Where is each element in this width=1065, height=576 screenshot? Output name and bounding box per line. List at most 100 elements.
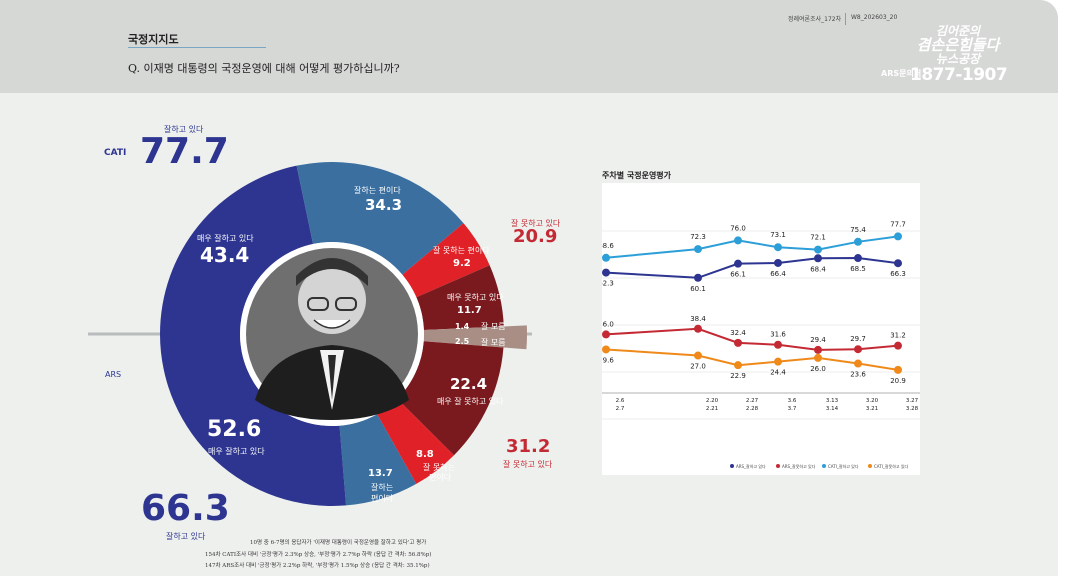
data-label: 22.9 — [730, 372, 746, 380]
seg-cati-strong-pos — [160, 165, 314, 334]
survey-label: 정례여론조사_172차 — [788, 16, 842, 23]
section-title: 국정지지도 — [128, 33, 179, 46]
seg-ars-unsure — [423, 334, 527, 350]
seg-cati-strong-neg-value: 11.7 — [457, 305, 482, 316]
data-label: 26.0 — [810, 365, 826, 373]
seg-ars-strong-pos — [160, 334, 347, 506]
x-tick-label: 3.13 — [826, 398, 839, 404]
seg-cati-mild-pos — [296, 162, 464, 275]
seg-ars-mild-pos-label-2: 편이다 — [371, 494, 394, 503]
section-rule — [128, 47, 266, 48]
data-label: 66.1 — [730, 271, 746, 279]
x-tick-label: 3.28 — [906, 406, 919, 412]
data-label: 68.5 — [850, 265, 866, 273]
question-text: Q. 이재명 대통령의 국정운영에 대해 어떻게 평가하십니까? — [128, 62, 400, 75]
seg-cati-mild-pos-value: 34.3 — [365, 196, 403, 214]
data-label: 68.6 — [602, 242, 614, 250]
seg-ars-mild-pos-value: 13.7 — [368, 468, 393, 479]
data-point — [774, 340, 782, 349]
seg-ars-mild-neg — [377, 398, 455, 484]
seg-cati-strong-neg — [416, 265, 504, 330]
seg-cati-strong-neg-label: 매우 못하고 있다 — [447, 293, 504, 302]
data-point — [814, 245, 822, 254]
ars-positive-total: 66.3 — [141, 488, 230, 529]
x-tick-label: 3.6 — [788, 398, 797, 404]
seg-cati-mild-neg-label: 잘 못하는 편이다 — [433, 246, 490, 255]
data-label: 60.1 — [690, 285, 706, 293]
seg-ars-strong-neg — [397, 341, 504, 456]
seg-ars-strong-neg-value: 22.4 — [450, 375, 488, 393]
ars-label: ARS — [105, 370, 122, 379]
data-label: 75.4 — [850, 226, 866, 234]
data-label: 62.3 — [602, 280, 614, 288]
data-point — [774, 357, 782, 366]
seg-ars-strong-neg-label: 매우 잘 못하고 있다 — [437, 397, 504, 406]
data-label: 23.6 — [850, 371, 866, 379]
photo-smile — [313, 319, 351, 329]
footnote-1: 10명 중 6-7명의 응답자가 '이재명 대통령이 국정운영을 잘하고 있다'… — [250, 540, 427, 546]
seg-ars-unsure-value: 2.5 — [455, 337, 470, 346]
data-point — [774, 258, 782, 267]
data-point — [894, 259, 902, 268]
data-label: 72.3 — [690, 233, 706, 241]
x-tick-label: 3.21 — [866, 406, 878, 412]
legend-swatch — [730, 464, 734, 468]
data-label: 76.0 — [730, 224, 746, 232]
x-tick-label: 3.20 — [866, 398, 879, 404]
data-point — [602, 253, 610, 262]
data-point — [734, 236, 742, 245]
data-label: 73.1 — [770, 231, 786, 239]
data-point — [814, 254, 822, 263]
data-label: 29.4 — [810, 336, 826, 344]
data-point — [602, 345, 610, 354]
brand-phone: 1877-1907 — [910, 65, 1008, 85]
data-label: 68.4 — [810, 265, 826, 273]
data-label: 20.9 — [890, 377, 906, 385]
x-tick-label: 3.14 — [826, 406, 839, 412]
data-label: 66.4 — [770, 270, 786, 278]
ars-positive-label: 잘하고 있다 — [166, 532, 206, 541]
legend-swatch — [868, 464, 872, 468]
seg-cati-unsure-label: 잘 모름 — [481, 322, 506, 331]
seg-ars-mild-pos — [339, 414, 417, 506]
data-label: 32.4 — [730, 329, 746, 337]
data-point — [854, 359, 862, 368]
data-point — [734, 338, 742, 347]
legend-swatch — [776, 464, 780, 468]
data-label: 77.7 — [890, 220, 906, 228]
cati-positive-label: 잘하고 있다 — [164, 125, 204, 134]
cati-negative-total: 20.9 — [513, 226, 558, 247]
data-point — [694, 273, 702, 282]
data-point — [774, 243, 782, 252]
x-tick-label: 2.6 — [616, 398, 625, 404]
seg-cati-mild-neg-value: 9.2 — [453, 258, 471, 269]
x-tick-label: 3.27 — [906, 398, 919, 404]
legend-label: CATI_잘하고 있다 — [828, 463, 859, 469]
data-point — [894, 365, 902, 374]
ars-negative-label: 잘 못하고 있다 — [503, 460, 553, 469]
x-tick-label: 2.28 — [746, 406, 759, 412]
data-label: 31.2 — [890, 332, 906, 340]
seg-cati-strong-pos-label: 매우 잘하고 있다 — [197, 234, 254, 243]
x-tick-label: 2.20 — [706, 398, 719, 404]
photo-face — [298, 266, 366, 334]
x-tick-label: 2.7 — [616, 406, 625, 412]
legend-label: CATI_잘못하고 있다 — [874, 463, 909, 469]
seg-cati-unsure-value: 1.4 — [455, 322, 470, 331]
seg-cati-mild-pos-label: 잘하는 편이다 — [354, 186, 401, 195]
data-point — [694, 324, 702, 333]
code-label: W8_202603_20 — [851, 14, 898, 21]
seg-ars-unsure-label: 잘 모름 — [481, 338, 506, 347]
photo-tie — [328, 355, 336, 400]
data-point — [734, 259, 742, 268]
data-point — [814, 353, 822, 362]
legend-swatch — [822, 464, 826, 468]
data-point — [854, 345, 862, 354]
seg-ars-mild-pos-label-1: 잘하는 — [371, 483, 394, 492]
meta-divider — [845, 13, 846, 25]
seg-ars-mild-neg-value: 8.8 — [416, 449, 434, 460]
header-band: 국정지지도 Q. 이재명 대통령의 국정운영에 대해 어떻게 평가하십니까? 정… — [0, 0, 1058, 93]
footnote-2: 154차 CATI조사 대비 '긍정'평가 2.3%p 상승, '부정'평가 2… — [205, 552, 432, 558]
data-point — [694, 245, 702, 254]
